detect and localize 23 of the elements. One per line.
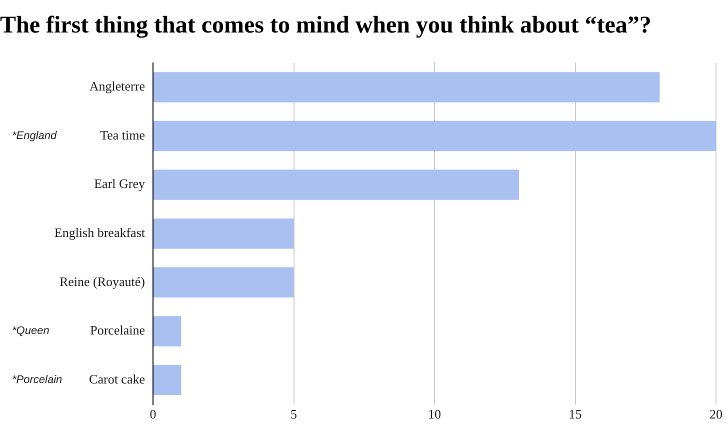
text: *Queen	[12, 325, 50, 338]
x-tick-label: 0	[150, 406, 156, 422]
y-tick-label: Tea time	[100, 127, 146, 142]
y-tick-label: Carot cake	[89, 371, 146, 386]
bar	[154, 316, 182, 346]
bar	[154, 72, 660, 102]
x-tick-label: 10	[428, 406, 441, 422]
text: *Porcelain	[12, 374, 62, 386]
bar	[154, 120, 716, 152]
y-tick-label: English breakfast	[54, 225, 146, 240]
x-tick-label: 20	[710, 406, 722, 422]
y-tick-label: Earl Grey	[94, 176, 146, 192]
bar	[154, 170, 519, 200]
x-tick-label: 15	[568, 406, 582, 422]
x-tick-label: 5	[290, 406, 297, 422]
text: *England	[12, 130, 57, 142]
y-tick-label: Angleterre	[89, 78, 146, 94]
bar	[154, 364, 182, 396]
bar	[154, 218, 294, 249]
y-tick-label: Porcelaine	[90, 322, 146, 338]
y-tick-label: Reine (Royauté)	[59, 274, 145, 289]
chart-title: The first thing that comes to mind when you think about “tea”?	[0, 12, 652, 39]
bar	[154, 267, 294, 298]
